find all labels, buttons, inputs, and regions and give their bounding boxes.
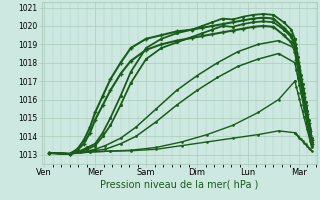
X-axis label: Pression niveau de la mer( hPa ): Pression niveau de la mer( hPa ) [100, 180, 258, 190]
